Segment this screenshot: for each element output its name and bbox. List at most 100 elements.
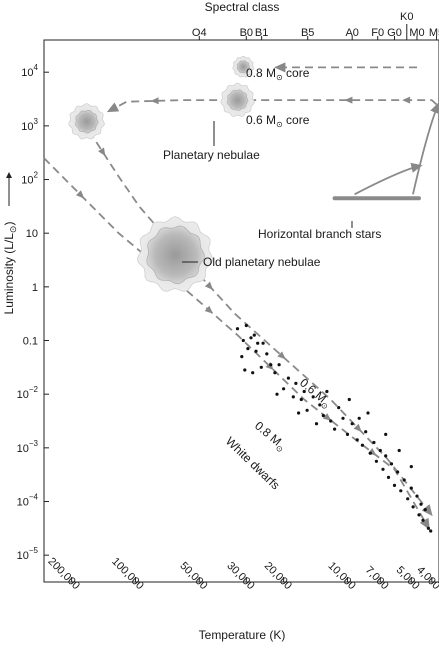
y-axis-title-arrowhead: [6, 172, 12, 178]
track-line: [88, 130, 433, 517]
white-dwarf-point: [364, 430, 368, 434]
planetary-nebulae-label: Planetary nebulae: [163, 148, 260, 162]
old-planetary-nebulae-label: Old planetary nebulae: [203, 255, 321, 269]
white-dwarf-point: [429, 529, 433, 533]
spectral-class-label: B0: [240, 27, 253, 39]
spectral-class-label: B5: [301, 27, 314, 39]
white-dwarf-point: [350, 422, 354, 426]
white-dwarf-point: [286, 376, 290, 380]
white-dwarf-point: [411, 505, 415, 509]
track-arrow: [150, 97, 159, 105]
white-dwarf-point: [345, 432, 350, 436]
spectral-class-label: G0: [387, 27, 402, 39]
white-dwarf-point: [273, 371, 277, 375]
white-dwarf-point: [321, 414, 325, 418]
x-tick-label: 10,000: [326, 560, 358, 592]
white-dwarf-point: [256, 341, 260, 345]
y-tick-label: 10−3: [17, 439, 39, 455]
white-dwarf-point: [341, 416, 345, 420]
y-tick-label: 0.1: [23, 336, 38, 348]
white-dwarf-point: [259, 365, 263, 369]
track-arrow: [344, 96, 353, 104]
white-dwarf-point: [235, 327, 240, 331]
white-dwarf-point: [251, 371, 255, 375]
nebula: [220, 82, 255, 117]
white-dwarf-point: [337, 406, 341, 410]
white-dwarf-point: [384, 454, 388, 458]
white-dwarf-point: [244, 323, 248, 328]
white-dwarf-point: [360, 443, 364, 447]
y-tick-label: 10: [26, 228, 38, 240]
white-dwarf-point: [417, 513, 421, 517]
nebula: [68, 103, 105, 140]
white-dwarf-points: [235, 323, 433, 533]
white-dwarf-point: [311, 395, 315, 399]
white-dwarf-point: [282, 387, 286, 391]
track-arrow: [98, 147, 106, 157]
y-axis-title: Luminosity (L/L⊙): [2, 172, 18, 314]
horizontal-branch: [332, 101, 439, 201]
track-arrow: [204, 305, 214, 314]
track-06-label: 0.6 M⊙: [296, 376, 334, 412]
spectral-class-label: F0: [371, 27, 384, 39]
hb-agb-arrow: [412, 101, 439, 195]
horizontal-branch-label: Horizontal branch stars: [258, 227, 381, 241]
white-dwarf-point: [297, 411, 301, 415]
white-dwarf-point: [419, 502, 423, 506]
sun-symbol: ⊙: [8, 226, 18, 234]
y-axis-title-close: ): [2, 222, 16, 226]
track-arrow: [204, 281, 213, 290]
x-tick-label: 30,000: [224, 560, 256, 592]
white-dwarf-point: [406, 497, 410, 501]
y-tick-label: 10−5: [17, 546, 39, 562]
svg-text:Luminosity (L/L⊙): Luminosity (L/L⊙): [2, 222, 18, 315]
track-08-label: 0.8 M⊙: [251, 419, 289, 455]
white-dwarf-point: [318, 403, 322, 407]
white-dwarf-point: [372, 440, 376, 445]
white-dwarf-point: [402, 478, 406, 482]
hb-evolution-arrow: [354, 162, 423, 196]
white-dwarf-point: [384, 432, 388, 436]
spectral-class-label: K0: [400, 11, 413, 23]
white-dwarf-point: [409, 465, 413, 469]
y-tick-label: 10−4: [17, 493, 39, 509]
spectral-class-label: A0: [345, 27, 358, 39]
spectral-class-label: B1: [255, 27, 268, 39]
y-axis-title-text: Luminosity (L/L: [2, 233, 16, 315]
white-dwarf-point: [265, 352, 269, 356]
white-dwarf-point: [355, 438, 359, 442]
white-dwarf-point: [392, 483, 397, 487]
spectral-class-label: M0: [409, 27, 424, 39]
white-dwarf-point: [305, 408, 309, 412]
x-tick-label: 50,000: [177, 560, 209, 592]
spectral-class-title: Spectral class: [205, 0, 280, 14]
white-dwarf-point: [249, 336, 253, 340]
white-dwarf-point: [378, 448, 382, 453]
x-tick-label: 100,000: [109, 556, 146, 593]
track-line: [43, 157, 430, 531]
track-arrow: [402, 96, 411, 104]
track-line: [106, 99, 438, 113]
y-tick-label: 102: [21, 171, 38, 187]
core-06-label: 0.6 M⊙ core: [246, 113, 310, 129]
white-dwarf-point: [299, 397, 303, 402]
white-dwarf-point: [426, 526, 430, 530]
white-dwarf-point: [423, 508, 427, 512]
white-dwarf-point: [246, 347, 250, 351]
white-dwarf-point: [275, 392, 279, 396]
white-dwarf-point: [294, 381, 298, 385]
nebula: [232, 55, 255, 78]
nebula: [136, 216, 214, 292]
white-dwarf-point: [269, 363, 273, 367]
white-dwarf-point: [389, 462, 394, 466]
x-axis-title: Temperature (K): [199, 628, 286, 642]
x-tick-label: 4,000: [414, 564, 439, 592]
white-dwarf-point: [329, 419, 333, 423]
white-dwarf-point: [381, 467, 385, 471]
y-tick-label: 10−2: [17, 385, 39, 401]
white-dwarf-point: [254, 349, 258, 353]
white-dwarf-point: [261, 341, 265, 345]
y-tick-label: 1: [32, 282, 38, 294]
white-dwarf-point: [241, 338, 245, 343]
